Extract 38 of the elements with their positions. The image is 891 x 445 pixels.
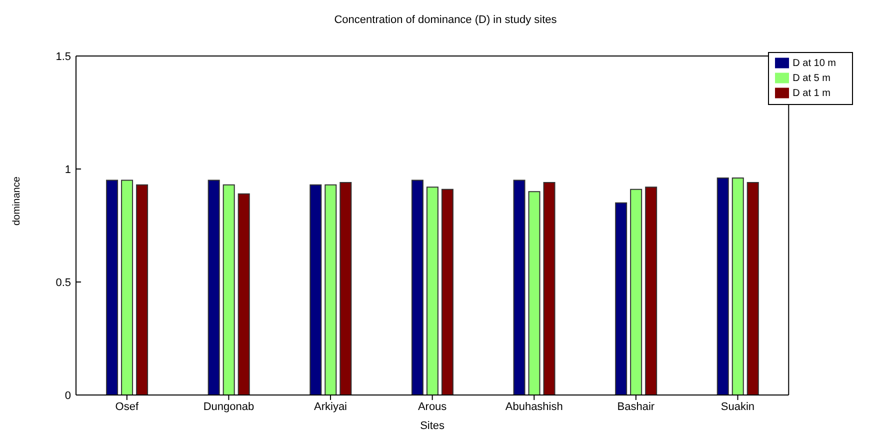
bar <box>106 180 118 395</box>
legend-label: D at 1 m <box>792 88 830 99</box>
chart-title: Concentration of dominance (D) in study sites <box>333 14 558 26</box>
bar <box>340 182 352 395</box>
y-tick-label: 1.5 <box>56 50 71 63</box>
y-tick-label: 0 <box>64 390 71 402</box>
bar <box>208 180 220 395</box>
bar <box>222 184 235 395</box>
legend-label: D at 5 m <box>792 73 830 84</box>
y-tick-label: 1 <box>64 164 71 176</box>
bar <box>441 188 454 395</box>
bar <box>324 184 337 395</box>
bar <box>528 191 540 395</box>
bar <box>238 193 250 395</box>
bar <box>136 184 148 395</box>
x-tick-label: Suakin <box>720 400 755 413</box>
bar <box>615 202 628 395</box>
x-tick-label: Abuhashish <box>505 400 563 413</box>
bar <box>121 180 134 395</box>
x-tick-label: Osef <box>115 400 140 413</box>
bar <box>630 188 642 395</box>
bar <box>732 178 744 395</box>
bar <box>746 182 759 395</box>
x-tick-label: Bashair <box>617 400 655 413</box>
x-tick-label: Arkiyai <box>314 400 348 413</box>
bar <box>411 180 424 395</box>
bar <box>716 178 729 395</box>
y-tick-label: 0.5 <box>56 276 71 289</box>
legend-label: D at 10 m <box>792 58 836 69</box>
bar <box>513 180 526 395</box>
x-tick-label: Dungonab <box>203 400 254 413</box>
bar <box>426 186 438 395</box>
x-tick-label: Arous <box>418 400 448 413</box>
bar <box>645 186 658 395</box>
y-axis-title: dominance <box>12 176 23 226</box>
bar <box>543 182 556 395</box>
bar <box>310 184 322 395</box>
x-axis-title: Sites <box>420 420 446 432</box>
